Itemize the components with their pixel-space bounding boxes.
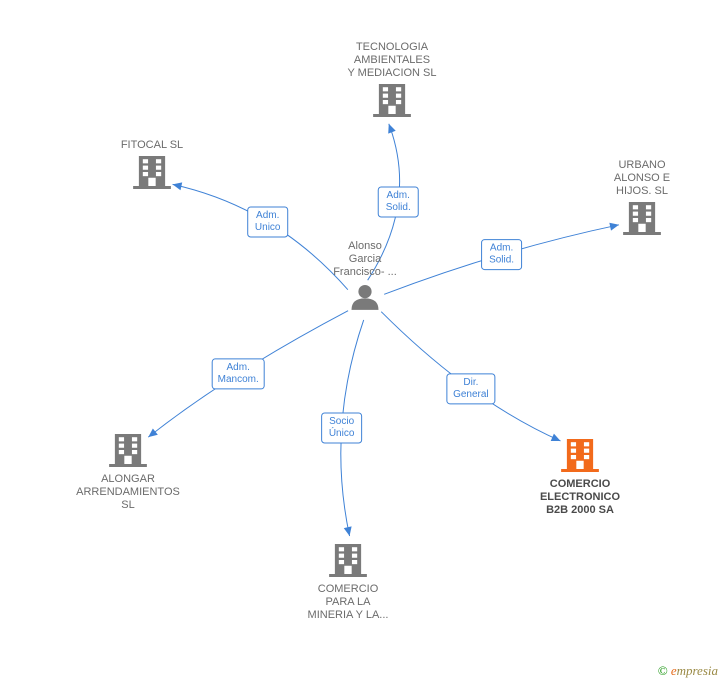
edge-arrow-icon [173,182,183,190]
node-label: MINERIA Y LA... [308,609,389,621]
node-label: FITOCAL SL [121,139,183,151]
node-label: ELECTRONICO [540,491,621,503]
edge-badge-text: Adm. [490,243,513,254]
watermark: ©empresia [658,663,718,679]
node-label: ALONSO E [614,172,670,184]
building-icon [373,84,411,117]
edge-badge-text: Solid. [386,202,411,213]
node-label: URBANO [618,159,666,171]
center-label: Francisco- ... [333,266,397,278]
edge-badge-text: Adm. [387,190,410,201]
center-label: Garcia [349,253,382,265]
building-icon [561,439,599,472]
edge-badge-text: Socio [329,416,354,427]
person-icon [352,285,379,310]
edge-badge-text: Dir. [463,377,478,388]
node-label: AMBIENTALES [354,54,430,66]
copyright-symbol: © [658,663,668,678]
edge-badge-text: Unico [255,222,281,233]
node-label: Y MEDIACION SL [347,67,436,79]
edge-arrow-icon [148,428,158,437]
node-label: SL [121,499,134,511]
building-icon [623,202,661,235]
edge-badge-text: Adm. [227,362,250,373]
node-label: TECNOLOGIA [356,41,429,53]
node-label: HIJOS. SL [616,185,668,197]
edge-badge-text: Solid. [489,255,514,266]
node-label: PARA LA [325,596,371,608]
edge-badge-text: Mancom. [218,374,259,385]
node-label: COMERCIO [318,583,379,595]
node-label: ARRENDAMIENTOS [76,486,180,498]
node-label: B2B 2000 SA [546,504,614,516]
node-label: COMERCIO [550,478,611,490]
center-label: Alonso [348,240,382,252]
edge-badge-text: General [453,389,489,400]
network-diagram: Adm.Solid.Adm.UnicoAdm.Solid.Adm.Mancom.… [0,0,728,685]
edge-arrow-icon [609,223,619,231]
building-icon [109,434,147,467]
edge-badge-text: Adm. [256,210,279,221]
building-icon [133,156,171,189]
edge-badge-text: Único [329,426,355,439]
watermark-rest: mpresia [677,663,718,678]
edge-arrow-icon [388,124,395,134]
building-icon [329,544,367,577]
edge-arrow-icon [344,526,352,536]
node-label: ALONGAR [101,473,155,485]
